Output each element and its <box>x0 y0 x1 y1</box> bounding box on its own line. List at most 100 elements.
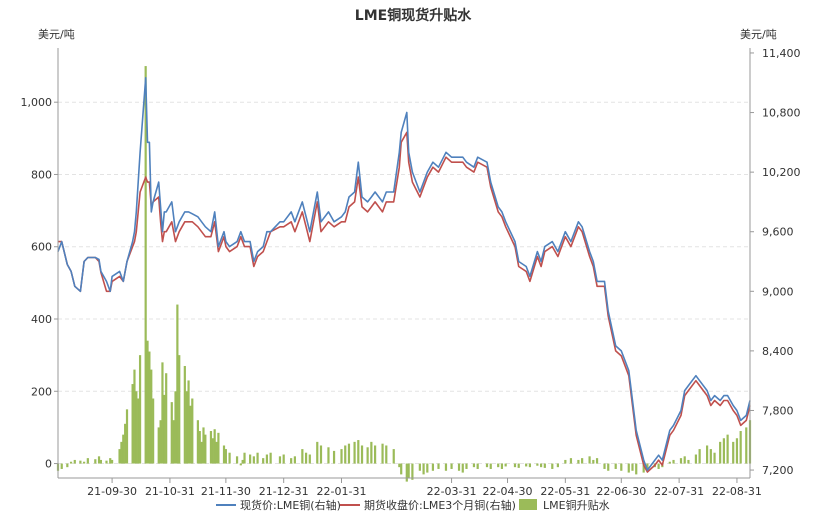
bar-series <box>56 66 752 482</box>
bar <box>457 463 461 471</box>
x-tick-label: 21-09-30 <box>87 485 137 498</box>
bar <box>411 463 414 480</box>
bar <box>344 445 347 464</box>
left-tick-label: 1,000 <box>21 96 53 109</box>
bar <box>392 449 395 464</box>
bar <box>551 463 554 469</box>
bar <box>124 423 127 464</box>
bar <box>539 463 543 468</box>
bar <box>172 420 175 464</box>
bar <box>426 463 429 473</box>
x-tick-label: 22-08-31 <box>712 485 762 498</box>
left-axis-unit: 美元/吨 <box>38 28 75 41</box>
bar <box>577 459 580 464</box>
bar <box>135 391 138 464</box>
bar <box>243 452 246 464</box>
x-tick-label: 22-01-31 <box>317 485 367 498</box>
x-tick-label: 21-12-31 <box>259 485 309 498</box>
bar <box>189 405 192 464</box>
bar <box>422 463 425 475</box>
bar <box>125 409 129 464</box>
bar <box>187 380 190 464</box>
bar <box>185 391 188 464</box>
bar <box>366 447 369 464</box>
legend: 现货价:LME铜(右轴) 期货收盘价:LME3个月铜(右轴) LME铜升贴水 <box>216 498 610 512</box>
bar <box>687 459 690 464</box>
bar <box>200 441 203 464</box>
bar <box>642 463 645 473</box>
bar <box>581 458 584 464</box>
legend-bar-swatch <box>519 499 537 510</box>
bar <box>465 463 468 469</box>
bar <box>381 443 384 464</box>
x-tick-label: 22-03-31 <box>427 485 477 498</box>
bar <box>732 441 735 464</box>
bar <box>213 429 216 464</box>
bar <box>148 351 151 464</box>
bar <box>444 463 448 471</box>
bar <box>202 427 205 464</box>
bar <box>709 449 712 464</box>
bar <box>110 459 114 464</box>
bar <box>256 452 259 464</box>
bar <box>131 384 134 464</box>
bar <box>357 440 360 464</box>
bar <box>204 434 207 464</box>
bar <box>316 441 319 464</box>
bar <box>239 463 242 466</box>
bar <box>698 449 701 464</box>
bar <box>679 458 683 464</box>
bar <box>564 459 567 464</box>
bar <box>400 463 403 475</box>
bar <box>360 445 364 464</box>
bar <box>398 463 401 468</box>
bar <box>249 454 252 464</box>
bar <box>646 463 649 471</box>
bar <box>118 449 121 464</box>
bar <box>191 398 194 464</box>
bar <box>120 441 123 464</box>
bar <box>735 438 739 464</box>
bar <box>138 355 142 464</box>
bar <box>497 463 500 468</box>
bar <box>588 456 591 464</box>
bar <box>595 458 599 464</box>
right-tick-label: 9,000 <box>762 285 794 298</box>
axes: 0 200 400 600 800 1,000 7,200 7,800 8,400 9,000 9,… <box>21 47 801 498</box>
bar <box>304 452 308 464</box>
bar <box>290 458 293 464</box>
line-series <box>57 77 751 473</box>
bar <box>500 463 504 469</box>
series-line <box>57 77 751 471</box>
left-tick-label: 400 <box>31 313 52 326</box>
bar <box>614 463 617 469</box>
x-tick-label: 21-10-31 <box>145 485 195 498</box>
bar <box>327 447 330 464</box>
bar <box>431 463 435 471</box>
right-tick-label: 10,200 <box>762 166 801 179</box>
bar <box>301 449 304 464</box>
bar <box>157 427 160 464</box>
bar <box>726 434 729 464</box>
right-axis-unit: 美元/吨 <box>740 28 777 41</box>
bar <box>161 362 164 464</box>
bar <box>99 459 103 464</box>
bar <box>332 450 336 464</box>
bar <box>437 463 440 469</box>
bar <box>109 458 112 464</box>
bar <box>222 445 226 464</box>
bar <box>450 463 453 469</box>
bar <box>683 456 686 464</box>
bar <box>252 456 255 464</box>
left-tick-label: 200 <box>31 385 52 398</box>
bar <box>603 463 606 469</box>
left-tick-label: 800 <box>31 168 52 181</box>
bar <box>269 452 272 464</box>
bar <box>308 454 311 464</box>
bar <box>461 463 464 473</box>
bar <box>745 427 748 464</box>
bar <box>504 463 507 467</box>
bar <box>705 445 709 464</box>
